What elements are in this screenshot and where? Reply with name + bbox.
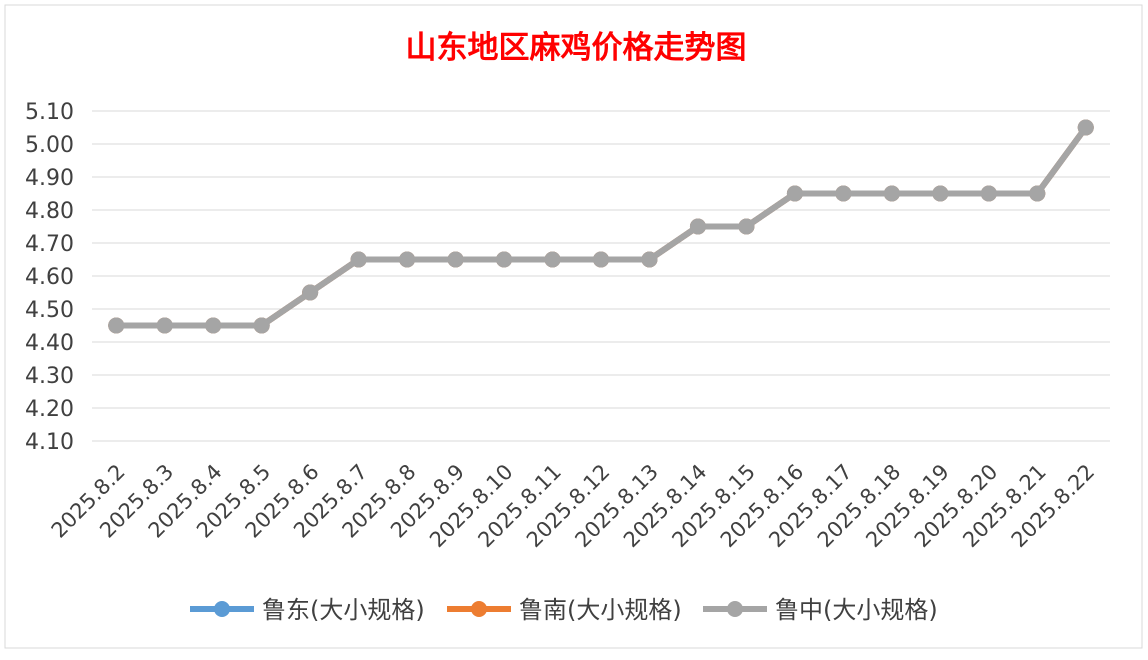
data-point	[544, 251, 561, 268]
y-tick-label: 4.70	[25, 232, 74, 257]
legend: 鲁东(大小规格) 鲁南(大小规格) 鲁中(大小规格)	[190, 596, 938, 624]
data-point	[1029, 185, 1046, 202]
y-tick-label: 4.50	[25, 298, 74, 323]
legend-item-2: 鲁中(大小规格)	[703, 596, 938, 624]
data-point	[350, 251, 367, 268]
data-point	[932, 185, 949, 202]
y-tick-label: 5.00	[25, 133, 74, 158]
y-tick-label: 4.80	[25, 199, 74, 224]
legend-marker	[214, 601, 230, 617]
data-point	[835, 185, 852, 202]
data-point	[1077, 119, 1094, 136]
legend-label: 鲁南(大小规格)	[519, 596, 682, 624]
y-axis-ticks: 4.10 4.20 4.30 4.40 4.50 4.60 4.70 4.80 4.90 5.00…	[25, 100, 74, 455]
y-tick-label: 4.20	[25, 397, 74, 422]
legend-marker	[727, 601, 743, 617]
y-tick-label: 4.90	[25, 166, 74, 191]
data-point	[302, 284, 319, 301]
data-point	[156, 317, 173, 334]
y-tick-label: 4.40	[25, 331, 74, 356]
data-point	[786, 185, 803, 202]
data-point	[593, 251, 609, 268]
data-point	[641, 251, 658, 268]
legend-label: 鲁东(大小规格)	[262, 596, 425, 624]
y-tick-label: 5.10	[25, 100, 74, 125]
series-group	[108, 119, 1094, 334]
data-point	[447, 251, 464, 268]
data-point	[980, 185, 997, 202]
chart-title: 山东地区麻鸡价格走势图	[406, 30, 747, 66]
data-point	[399, 251, 416, 268]
legend-item-1: 鲁南(大小规格)	[447, 596, 682, 624]
data-point	[108, 317, 125, 334]
series-2	[108, 119, 1094, 334]
y-tick-label: 4.60	[25, 265, 74, 290]
data-point	[689, 218, 706, 235]
legend-marker	[471, 601, 487, 617]
grid	[92, 110, 1110, 442]
y-tick-label: 4.10	[25, 430, 74, 455]
y-tick-label: 4.30	[25, 364, 74, 389]
legend-label: 鲁中(大小规格)	[775, 596, 938, 624]
data-point	[253, 317, 270, 334]
data-point	[205, 317, 222, 334]
legend-item-0: 鲁东(大小规格)	[190, 596, 425, 624]
data-point	[883, 185, 900, 202]
data-point	[496, 251, 513, 268]
data-point	[738, 218, 755, 235]
